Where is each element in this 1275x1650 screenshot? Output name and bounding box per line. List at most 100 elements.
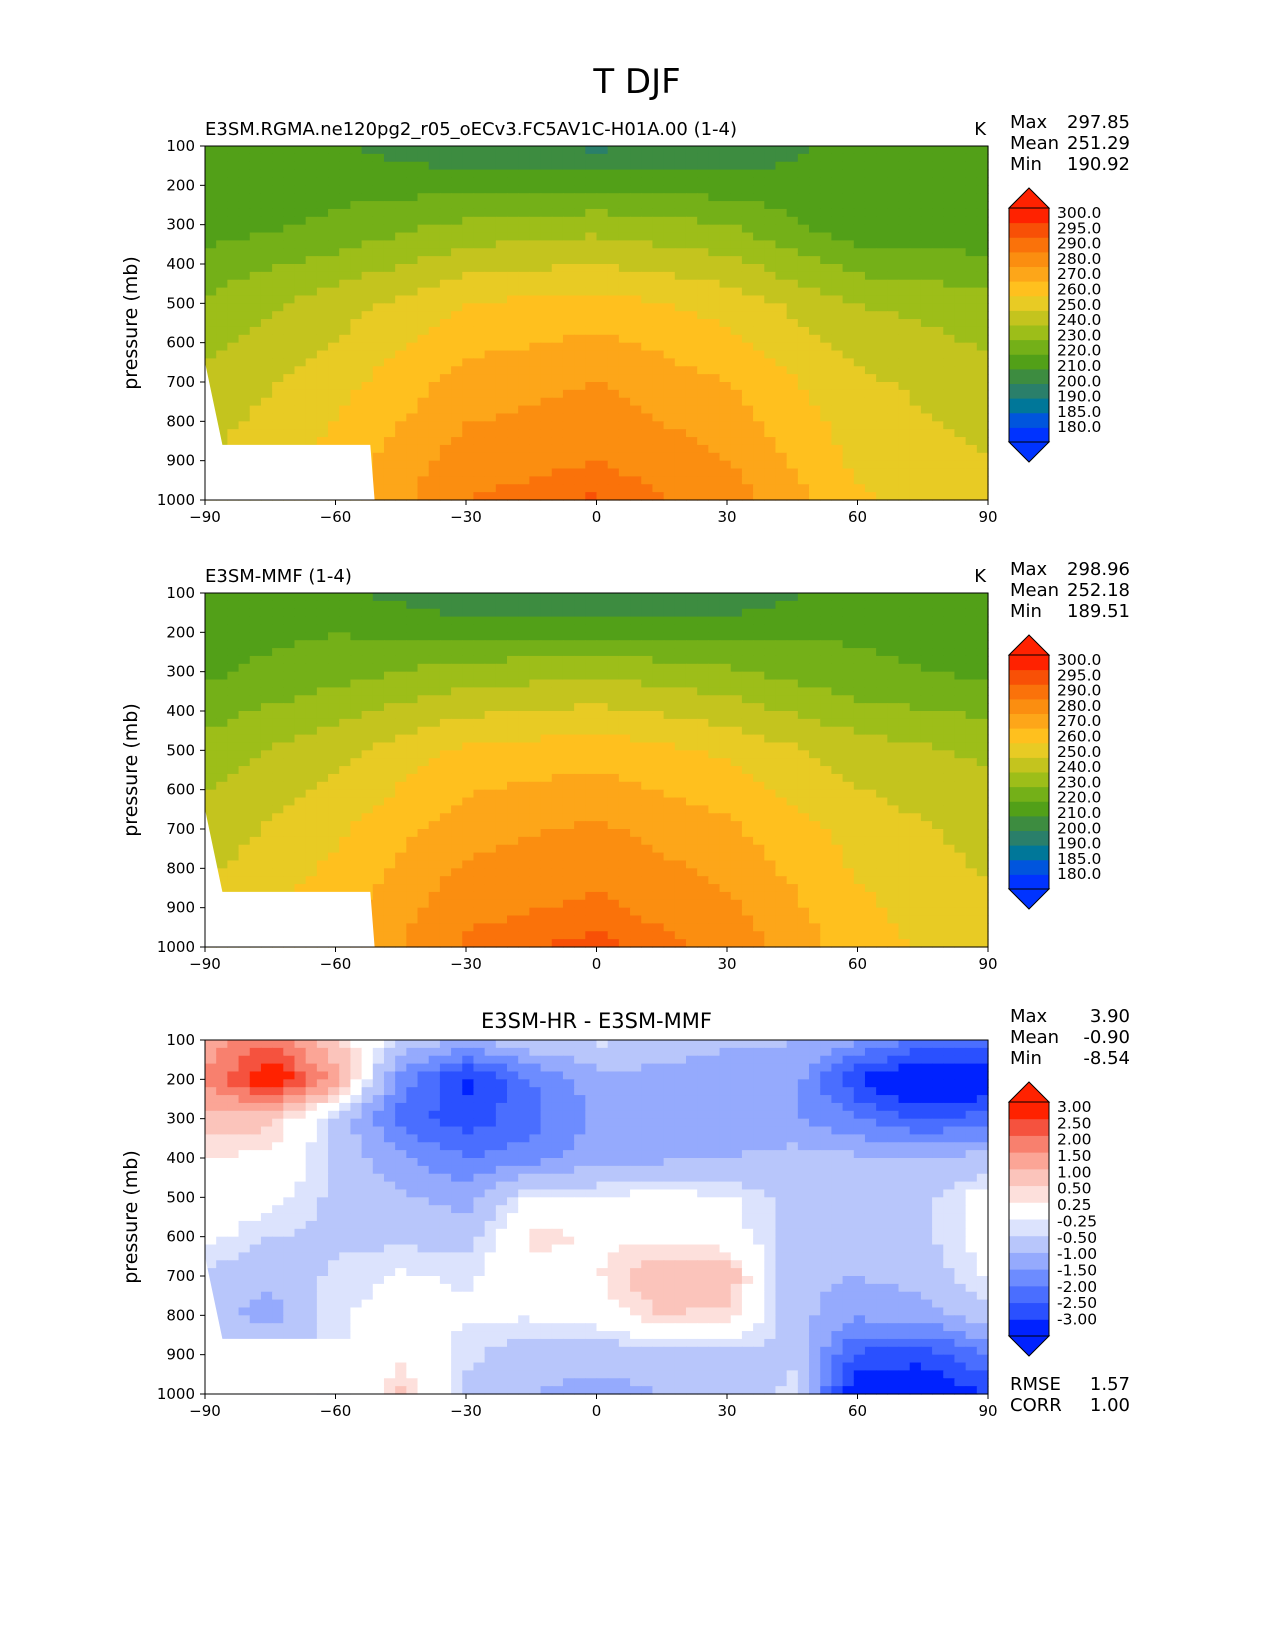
contour-cell [484, 326, 497, 336]
contour-cell [395, 177, 407, 186]
contour-cell [920, 153, 933, 163]
contour-cell [920, 444, 933, 454]
contour-cell [283, 648, 296, 657]
contour-cell [842, 303, 855, 312]
contour-cell [842, 397, 855, 407]
contour-cell [618, 287, 631, 297]
contour-cell [205, 256, 217, 265]
contour-cell [685, 358, 698, 367]
contour-cell [864, 624, 877, 633]
contour-cell [585, 240, 598, 249]
contour-cell [462, 742, 475, 751]
contour-cell [439, 593, 452, 602]
contour-cell [216, 405, 228, 415]
contour-cell [920, 593, 933, 602]
contour-cell [708, 146, 721, 155]
contour-cell [730, 303, 743, 312]
contour-cell [652, 279, 665, 289]
contour-cell [965, 193, 978, 202]
contour-cell [618, 742, 631, 751]
contour-cell [574, 279, 586, 289]
contour-cell [216, 279, 228, 289]
contour-cell [965, 429, 978, 438]
contour-cell [641, 295, 654, 304]
contour-cell [518, 201, 530, 210]
contour-cell [451, 429, 463, 438]
contour-cell [551, 468, 564, 477]
contour-cell [249, 319, 262, 328]
contour-cell [551, 271, 564, 281]
contour-cell [238, 413, 251, 422]
contour-cell [249, 593, 262, 602]
contour-cell [518, 271, 530, 281]
contour-cell [630, 742, 642, 751]
contour-cell [786, 437, 799, 446]
contour-cell [350, 726, 363, 736]
contour-cell [685, 718, 698, 728]
contour-cell [328, 397, 340, 407]
contour-cell [630, 421, 642, 430]
contour-cell [372, 185, 385, 194]
contour-cell [562, 750, 575, 759]
contour-cell [585, 153, 598, 163]
contour-cell [708, 264, 721, 273]
contour-cell [820, 208, 832, 218]
contour-cell [641, 311, 654, 320]
contour-cell [954, 624, 967, 633]
contour-cell [227, 161, 240, 171]
contour-cell [920, 279, 933, 289]
contour-cell [540, 742, 553, 751]
contour-cell [227, 201, 240, 210]
contour-cell [831, 444, 844, 454]
contour-cell [797, 468, 810, 477]
contour-cell [451, 169, 463, 179]
contour-cell [932, 663, 944, 673]
contour-cell [831, 640, 844, 649]
contour-cell [294, 303, 307, 312]
contour-cell [540, 726, 553, 736]
contour-cell [339, 397, 352, 407]
contour-cell [462, 718, 475, 728]
contour-cell [417, 616, 430, 626]
contour-cell [842, 326, 855, 336]
contour-cell [316, 655, 329, 665]
contour-cell [976, 718, 989, 728]
contour-cell [909, 476, 922, 485]
contour-cell [954, 287, 967, 297]
contour-cell [540, 295, 553, 304]
contour-cell [685, 405, 698, 415]
contour-cell [216, 773, 228, 783]
contour-cell [708, 216, 721, 226]
contour-cell [943, 193, 956, 202]
contour-cell [864, 224, 877, 234]
contour-cell [540, 366, 553, 375]
contour-cell [439, 185, 452, 194]
contour-cell [428, 366, 441, 375]
contour-cell [741, 287, 754, 297]
contour-cell [853, 593, 866, 602]
contour-cell [685, 311, 698, 320]
contour-cell [630, 734, 642, 744]
contour-cell [283, 781, 296, 791]
contour-cell [607, 405, 620, 415]
contour-cell [697, 616, 709, 626]
contour-cell [786, 295, 799, 304]
contour-cell [529, 374, 542, 383]
contour-cell [339, 600, 352, 610]
contour-cell [283, 382, 296, 391]
contour-cell [976, 295, 989, 304]
contour-cell [853, 397, 866, 407]
contour-cell [932, 382, 944, 391]
contour-cell [954, 405, 967, 415]
contour-cell [260, 232, 273, 241]
contour-cell [674, 421, 687, 430]
contour-cell [920, 640, 933, 649]
contour-cell [484, 334, 497, 344]
contour-cell [730, 413, 743, 422]
contour-cell [462, 232, 475, 241]
contour-cell [898, 687, 911, 696]
contour-cell [764, 437, 777, 446]
contour-cell [887, 382, 900, 391]
contour-cell [932, 374, 944, 383]
contour-cell [708, 437, 721, 446]
